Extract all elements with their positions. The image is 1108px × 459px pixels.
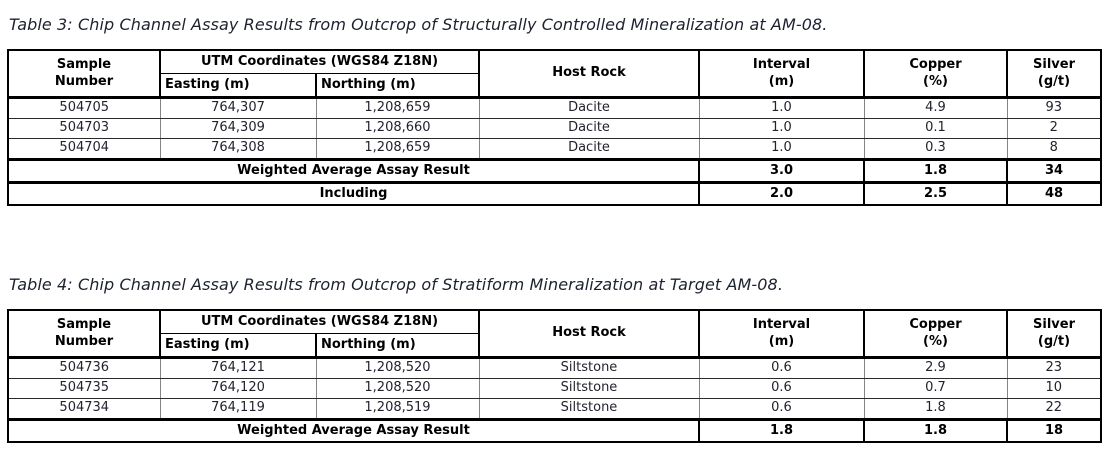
col-header-host-rock: Host Rock: [478, 49, 700, 99]
table4-assay-results: Sample Number UTM Coordinates (WGS84 Z18…: [7, 309, 1102, 443]
table4-title: Table 4: Chip Channel Assay Results from…: [9, 275, 784, 294]
cell-easting: 764,120: [159, 378, 317, 399]
cell-interval: 0.6: [698, 398, 865, 420]
cell-sample-number: 504735: [7, 378, 161, 399]
including-label: Including: [7, 181, 700, 206]
cell-copper: 0.1: [863, 118, 1008, 139]
col-header-silver: Silver (g/t): [1006, 49, 1102, 99]
col-header-northing: Northing (m): [315, 73, 480, 99]
table3-assay-results: Sample Number UTM Coordinates (WGS84 Z18…: [7, 49, 1102, 206]
cell-silver: 23: [1006, 356, 1102, 379]
cell-interval: 2.0: [698, 181, 865, 206]
col-header-northing: Northing (m): [315, 333, 480, 359]
cell-copper: 0.7: [863, 378, 1008, 399]
including-row: Including 2.0 2.5 48: [7, 181, 1102, 206]
cell-interval: 1.0: [698, 138, 865, 160]
table3-header: Sample Number UTM Coordinates (WGS84 Z18…: [7, 49, 1102, 99]
cell-sample-number: 504736: [7, 356, 161, 379]
table4-header: Sample Number UTM Coordinates (WGS84 Z18…: [7, 309, 1102, 359]
table-row: 504705 764,307 1,208,659 Dacite 1.0 4.9 …: [7, 96, 1102, 119]
weighted-average-label: Weighted Average Assay Result: [7, 158, 700, 184]
cell-host-rock: Siltstone: [478, 378, 700, 399]
cell-interval: 0.6: [698, 378, 865, 399]
cell-easting: 764,121: [159, 356, 317, 379]
cell-copper: 0.3: [863, 138, 1008, 160]
cell-silver: 10: [1006, 378, 1102, 399]
cell-sample-number: 504704: [7, 138, 161, 160]
cell-sample-number: 504734: [7, 398, 161, 420]
cell-easting: 764,119: [159, 398, 317, 420]
col-header-sample-number: Sample Number: [7, 309, 161, 359]
cell-interval: 1.0: [698, 118, 865, 139]
cell-northing: 1,208,659: [315, 96, 480, 119]
table-row: 504703 764,309 1,208,660 Dacite 1.0 0.1 …: [7, 118, 1102, 139]
cell-host-rock: Dacite: [478, 118, 700, 139]
cell-easting: 764,309: [159, 118, 317, 139]
cell-silver: 2: [1006, 118, 1102, 139]
col-header-interval: Interval (m): [698, 49, 865, 99]
cell-silver: 18: [1006, 418, 1102, 443]
col-header-copper: Copper (%): [863, 309, 1008, 359]
cell-host-rock: Siltstone: [478, 356, 700, 379]
cell-copper: 1.8: [863, 158, 1008, 184]
weighted-average-label: Weighted Average Assay Result: [7, 418, 700, 443]
col-header-easting: Easting (m): [159, 73, 317, 99]
table-row: 504735 764,120 1,208,520 Siltstone 0.6 0…: [7, 378, 1102, 399]
cell-copper: 4.9: [863, 96, 1008, 119]
cell-sample-number: 504705: [7, 96, 161, 119]
col-header-silver: Silver (g/t): [1006, 309, 1102, 359]
cell-silver: 48: [1006, 181, 1102, 206]
cell-northing: 1,208,660: [315, 118, 480, 139]
cell-copper: 1.8: [863, 398, 1008, 420]
cell-copper: 1.8: [863, 418, 1008, 443]
cell-copper: 2.5: [863, 181, 1008, 206]
cell-host-rock: Dacite: [478, 96, 700, 119]
col-header-sample-number: Sample Number: [7, 49, 161, 99]
col-header-utm-group: UTM Coordinates (WGS84 Z18N): [159, 309, 480, 334]
cell-silver: 22: [1006, 398, 1102, 420]
table3-title: Table 3: Chip Channel Assay Results from…: [9, 15, 828, 34]
cell-interval: 1.0: [698, 96, 865, 119]
cell-silver: 34: [1006, 158, 1102, 184]
col-header-utm-group: UTM Coordinates (WGS84 Z18N): [159, 49, 480, 74]
table-row: 504736 764,121 1,208,520 Siltstone 0.6 2…: [7, 356, 1102, 379]
cell-silver: 93: [1006, 96, 1102, 119]
cell-interval: 1.8: [698, 418, 865, 443]
table-row: 504704 764,308 1,208,659 Dacite 1.0 0.3 …: [7, 138, 1102, 160]
cell-host-rock: Siltstone: [478, 398, 700, 420]
cell-interval: 0.6: [698, 356, 865, 379]
cell-sample-number: 504703: [7, 118, 161, 139]
cell-northing: 1,208,659: [315, 138, 480, 160]
col-header-interval: Interval (m): [698, 309, 865, 359]
cell-northing: 1,208,520: [315, 356, 480, 379]
col-header-copper: Copper (%): [863, 49, 1008, 99]
cell-silver: 8: [1006, 138, 1102, 160]
col-header-easting: Easting (m): [159, 333, 317, 359]
cell-interval: 3.0: [698, 158, 865, 184]
weighted-average-row: Weighted Average Assay Result 1.8 1.8 18: [7, 418, 1102, 443]
cell-host-rock: Dacite: [478, 138, 700, 160]
cell-copper: 2.9: [863, 356, 1008, 379]
cell-northing: 1,208,520: [315, 378, 480, 399]
cell-easting: 764,307: [159, 96, 317, 119]
col-header-host-rock: Host Rock: [478, 309, 700, 359]
weighted-average-row: Weighted Average Assay Result 3.0 1.8 34: [7, 158, 1102, 184]
table-row: 504734 764,119 1,208,519 Siltstone 0.6 1…: [7, 398, 1102, 420]
cell-northing: 1,208,519: [315, 398, 480, 420]
cell-easting: 764,308: [159, 138, 317, 160]
